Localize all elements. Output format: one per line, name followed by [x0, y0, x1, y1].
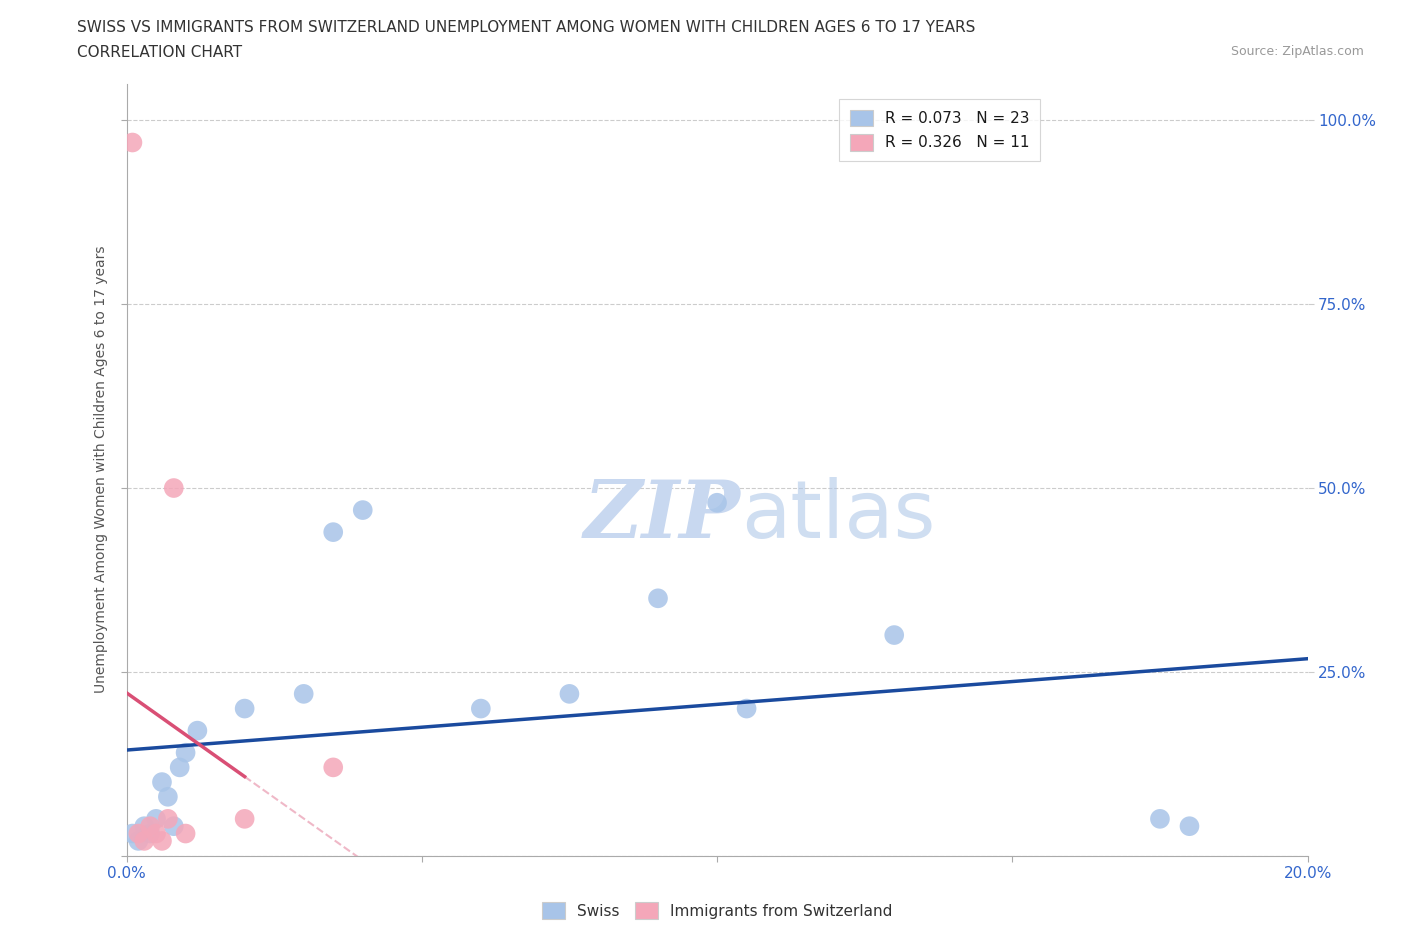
Point [163, 481, 186, 496]
Point [139, 818, 162, 833]
Text: CORRELATION CHART: CORRELATION CHART [77, 45, 242, 60]
Point [169, 760, 191, 775]
Point [150, 833, 173, 848]
Point [127, 826, 149, 841]
Point [121, 826, 143, 841]
Point [134, 833, 156, 848]
Point [292, 686, 315, 701]
Point [121, 135, 143, 150]
Point [127, 833, 149, 848]
Point [186, 724, 208, 738]
Point [174, 745, 197, 760]
Y-axis label: Unemployment Among Women with Children Ages 6 to 17 years: Unemployment Among Women with Children A… [94, 246, 108, 694]
Point [145, 826, 167, 841]
Point [233, 811, 256, 826]
Point [233, 701, 256, 716]
Point [322, 760, 344, 775]
Point [470, 701, 492, 716]
Point [156, 790, 179, 804]
Point [647, 591, 669, 605]
Point [145, 811, 167, 826]
Text: SWISS VS IMMIGRANTS FROM SWITZERLAND UNEMPLOYMENT AMONG WOMEN WITH CHILDREN AGES: SWISS VS IMMIGRANTS FROM SWITZERLAND UNE… [77, 20, 976, 35]
Text: Source: ZipAtlas.com: Source: ZipAtlas.com [1230, 45, 1364, 58]
Point [134, 818, 156, 833]
Point [150, 775, 173, 790]
Point [156, 811, 179, 826]
Text: ZIP: ZIP [583, 477, 741, 554]
Point [322, 525, 344, 539]
Point [558, 686, 581, 701]
Point [1149, 811, 1171, 826]
Point [706, 496, 728, 511]
Point [352, 502, 374, 517]
Point [163, 818, 186, 833]
Point [883, 628, 905, 643]
Point [139, 826, 162, 841]
Legend: Swiss, Immigrants from Switzerland: Swiss, Immigrants from Switzerland [536, 897, 898, 925]
Point [735, 701, 758, 716]
Text: atlas: atlas [741, 477, 935, 555]
Point [1178, 818, 1201, 833]
Point [174, 826, 197, 841]
